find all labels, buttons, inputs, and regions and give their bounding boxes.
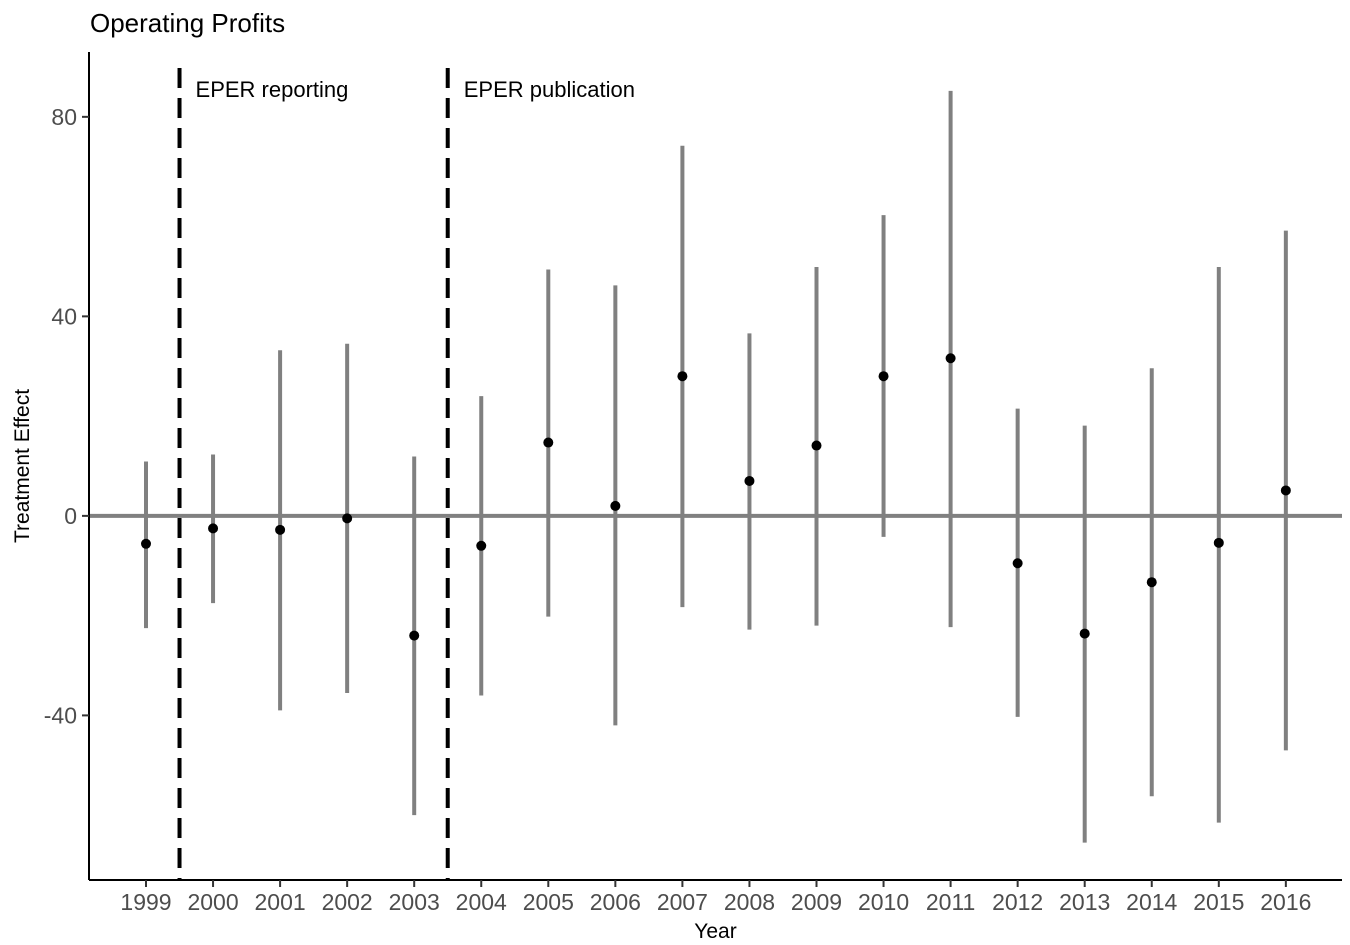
- point-1999: [141, 538, 151, 549]
- point-2002: [342, 513, 353, 524]
- x-tick-label-2003: 2003: [389, 889, 440, 915]
- point-2012: [1012, 558, 1023, 569]
- y-tick-label-0: 0: [64, 503, 77, 529]
- x-axis-ticks: 1999 2000 2001 2002 2003 2004 2005 2006 2007 2008…: [120, 880, 1311, 915]
- y-tick-label--40: -40: [44, 702, 77, 728]
- x-tick-label-2000: 2000: [187, 889, 238, 915]
- y-tick-label-40: 40: [51, 303, 77, 329]
- x-tick-label-2016: 2016: [1260, 889, 1311, 915]
- x-axis-title: Year: [694, 920, 736, 943]
- point-2014: [1146, 577, 1157, 588]
- x-tick-label-2008: 2008: [724, 889, 775, 915]
- x-tick-label-2014: 2014: [1126, 889, 1177, 915]
- event-label-1: EPER reporting: [196, 77, 349, 102]
- x-tick-label-2011: 2011: [926, 889, 975, 915]
- x-tick-label-2009: 2009: [791, 889, 842, 915]
- point-2000: [208, 523, 219, 534]
- x-tick-label-2012: 2012: [992, 889, 1043, 915]
- x-tick-label-2007: 2007: [657, 889, 708, 915]
- y-axis-ticks: -40 0 40 80: [44, 104, 89, 728]
- y-axis-title: Treatment Effect: [11, 389, 34, 543]
- point-2009: [811, 440, 822, 451]
- point-2006: [610, 500, 621, 511]
- x-tick-label-2006: 2006: [590, 889, 641, 915]
- x-tick-label-2001: 2001: [255, 889, 306, 915]
- x-tick-label-2004: 2004: [456, 889, 507, 915]
- point-2008: [744, 475, 755, 486]
- plot-area: EPER reporting EPER publication: [89, 68, 1342, 880]
- point-2013: [1079, 628, 1090, 639]
- x-tick-label-2005: 2005: [523, 889, 574, 915]
- point-2005: [543, 437, 554, 448]
- event-label-2: EPER publication: [464, 77, 635, 102]
- point-2001: [275, 524, 286, 535]
- point-2004: [476, 540, 487, 551]
- point-2003: [409, 630, 420, 641]
- point-2016: [1280, 485, 1291, 496]
- chart-title: Operating Profits: [90, 8, 285, 38]
- y-tick-label-80: 80: [51, 104, 77, 130]
- point-2007: [677, 371, 688, 382]
- point-2015: [1213, 537, 1224, 548]
- point-2011: [945, 353, 956, 364]
- x-tick-label-1999: 1999: [120, 889, 171, 915]
- x-tick-label-2010: 2010: [858, 889, 909, 915]
- x-tick-label-2013: 2013: [1059, 889, 1110, 915]
- x-tick-label-2002: 2002: [322, 889, 373, 915]
- x-tick-label-2015: 2015: [1193, 889, 1244, 915]
- point-2010: [878, 371, 889, 382]
